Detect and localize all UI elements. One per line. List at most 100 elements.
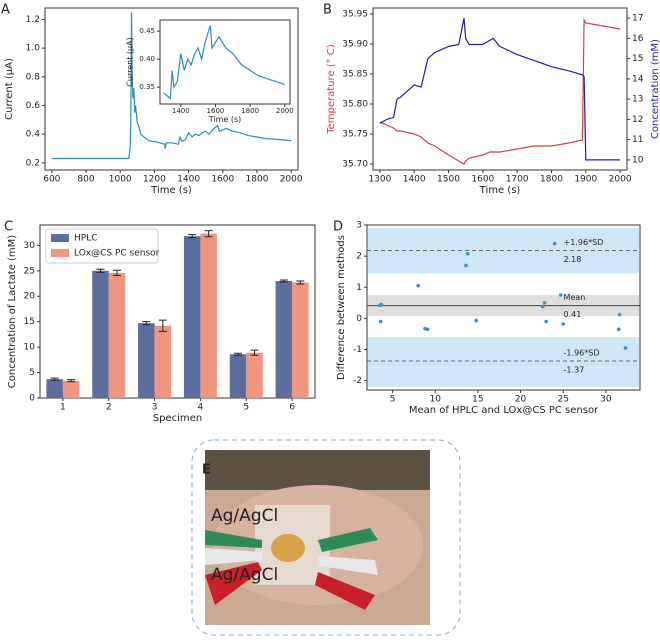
x-tick-label: 1600 <box>207 107 225 115</box>
reference-value: 0.41 <box>564 310 582 319</box>
data-line <box>379 17 621 161</box>
error-bar <box>67 379 76 383</box>
x-tick-label: 5 <box>390 395 396 405</box>
x-tick-label: 1000 <box>109 175 132 185</box>
y-tick-label: 35.95 <box>342 10 368 20</box>
x-tick-label: 600 <box>43 175 60 185</box>
x-axis-label: Time (s) <box>208 115 242 124</box>
panel-letter: C <box>4 220 13 235</box>
y2-tick-label: 16 <box>632 34 644 44</box>
y-tick-label: 0 <box>356 314 362 324</box>
photo-frame <box>191 439 461 636</box>
error-bar <box>158 319 167 332</box>
y-tick-label: 0.4 <box>26 130 41 140</box>
ci-band <box>368 337 639 387</box>
reference-label: Mean <box>564 293 586 302</box>
reference-value: -1.37 <box>564 366 585 375</box>
y-tick-label: 15 <box>24 317 35 327</box>
y-tick-label: 35.75 <box>342 130 368 140</box>
y-tick-label: 25 <box>24 266 35 276</box>
y2-tick-label: 12 <box>632 115 643 125</box>
y2-tick-label: 10 <box>632 155 644 165</box>
x-tick-label: 1400 <box>403 175 426 185</box>
panel-letter: B <box>323 3 332 18</box>
y-tick-label: 20 <box>24 292 36 302</box>
y-tick-label: -2 <box>353 376 362 386</box>
x-tick-label: 800 <box>77 175 94 185</box>
y-axis-label: Current (μA) <box>126 37 135 86</box>
error-bar <box>188 234 197 239</box>
y-tick-label: 5 <box>29 368 35 378</box>
y-tick-label: 35.90 <box>342 40 368 50</box>
bar <box>154 325 172 398</box>
x-tick-label: 1300 <box>368 175 391 185</box>
y2-tick-label: 15 <box>632 54 643 64</box>
y-tick-label: 3 <box>356 221 362 231</box>
legend-swatch <box>51 234 69 242</box>
plot-area <box>159 19 291 105</box>
data-line <box>163 25 285 100</box>
reference-label: -1.96*SD <box>564 349 600 358</box>
reference-value: 2.18 <box>564 255 582 264</box>
x-tick-label: 1900 <box>574 175 597 185</box>
clip-white <box>205 548 262 565</box>
x-tick-label: 20 <box>515 395 527 405</box>
point <box>465 251 470 256</box>
x-tick-label: 2000 <box>280 175 303 185</box>
reference-label: +1.96*SD <box>564 238 604 247</box>
x-axis-label: Mean of HPLC and LOx@CS PC sensor <box>409 405 599 416</box>
y-tick-label: 30 <box>24 241 36 251</box>
y-tick-label: 1.2 <box>26 15 40 25</box>
point <box>544 319 548 324</box>
legend-label: HPLC <box>74 234 98 244</box>
y-tick-label: 35.85 <box>342 70 368 80</box>
panel-letter: D <box>333 220 343 235</box>
x-tick-label: 1400 <box>172 107 190 115</box>
electrode-label: Ag/AgCl <box>211 565 278 585</box>
panel-letter: A <box>1 3 10 18</box>
clip-green <box>205 530 262 548</box>
bar <box>138 323 155 398</box>
x-tick-label: 1600 <box>471 175 494 185</box>
error-bar <box>50 377 59 381</box>
bar <box>200 233 217 398</box>
x-tick-label: 3 <box>152 403 158 413</box>
bar <box>62 380 80 398</box>
x-axis-label: Time (s) <box>150 185 192 196</box>
y2-axis-label: Concentration (mM) <box>650 39 660 139</box>
error-bar <box>234 352 242 356</box>
x-tick-label: 1600 <box>211 175 234 185</box>
point <box>552 241 557 246</box>
y2-tick-label: 14 <box>632 74 644 84</box>
electrode-label: Ag/AgCl <box>211 506 278 526</box>
legend-swatch <box>51 249 69 257</box>
y-tick-label: 0.8 <box>26 72 41 82</box>
x-tick-label: 1800 <box>241 107 259 115</box>
x-tick-label: 1500 <box>437 175 460 185</box>
x-tick-label: 1 <box>60 403 66 413</box>
x-axis-label: Specimen <box>153 413 202 424</box>
error-bar <box>296 280 305 285</box>
x-tick-label: 2 <box>106 403 112 413</box>
clip-white <box>318 556 378 575</box>
y-tick-label: 1 <box>356 283 362 293</box>
y2-tick-label: 17 <box>632 14 643 24</box>
y2-tick-label: 13 <box>632 95 643 105</box>
point <box>379 302 384 307</box>
point <box>425 327 430 332</box>
y-tick-label: 0.35 <box>139 83 155 91</box>
y-tick-label: 35.70 <box>342 160 368 170</box>
point <box>558 293 563 297</box>
legend-label: LOx@CS PC sensor <box>74 249 160 259</box>
error-bar <box>279 279 288 283</box>
y-axis-label: Concentration of Lactate (mM) <box>7 235 18 389</box>
point <box>416 283 420 288</box>
point <box>378 319 383 324</box>
error-bar <box>250 349 259 356</box>
error-bar <box>204 230 213 238</box>
photo <box>205 450 430 625</box>
y-tick-label: 35.80 <box>342 100 368 110</box>
x-tick-label: 10 <box>430 395 442 405</box>
plot-area <box>372 7 628 171</box>
